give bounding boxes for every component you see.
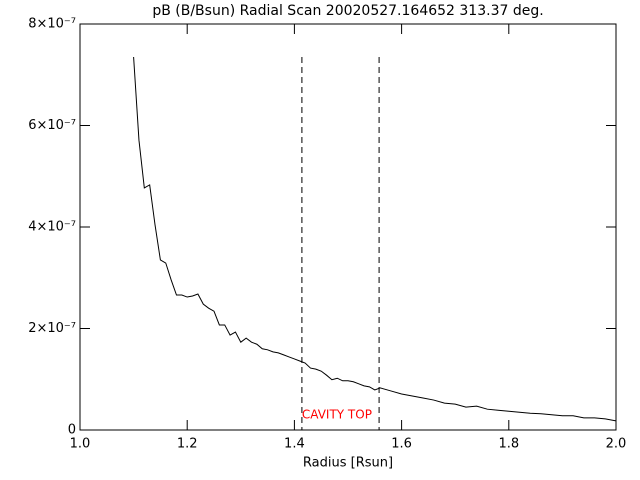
x-tick-label: 1.2: [177, 437, 198, 452]
x-tick-label: 1.0: [70, 437, 91, 452]
y-tick-label: 4×10⁻⁷: [28, 220, 76, 235]
y-tick-label: 2×10⁻⁷: [28, 321, 76, 336]
x-tick-label: 1.8: [498, 437, 519, 452]
data-line: [133, 56, 617, 422]
annotation: CAVITY TOP: [302, 408, 372, 422]
y-tick-label: 8×10⁻⁷: [28, 17, 76, 32]
x-tick-label: 2.0: [606, 437, 627, 452]
x-tick-label: 1.6: [391, 437, 412, 452]
x-tick-label: 1.4: [284, 437, 305, 452]
y-tick-label: 6×10⁻⁷: [28, 118, 76, 133]
y-tick-label: 0: [68, 423, 76, 438]
x-axis-label: Radius [Rsun]: [303, 456, 393, 471]
chart-title: pB (B/Bsun) Radial Scan 20020527.164652 …: [152, 3, 543, 19]
